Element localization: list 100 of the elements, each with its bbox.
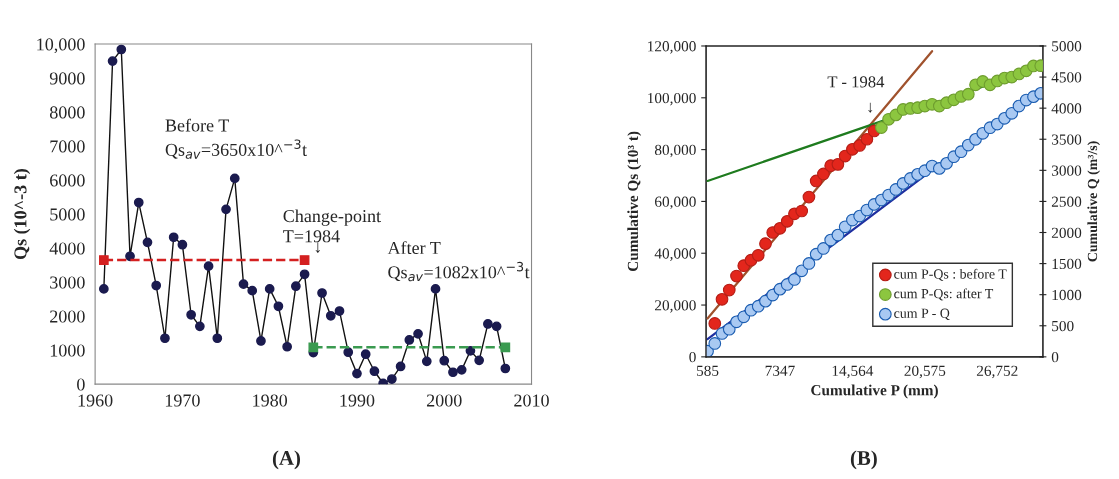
y-tick-label: 9000 [49, 72, 85, 85]
y-axis-title: Qs (10^-3 t) [13, 169, 31, 260]
annotation: ↓ [315, 242, 320, 253]
y-tick-label: 100,000 [648, 92, 696, 106]
x-tick-label: 26,752 [976, 365, 1018, 379]
point [795, 264, 809, 278]
point [299, 269, 310, 280]
x-tick-label: 7347 [765, 365, 795, 376]
point [256, 336, 266, 346]
point [802, 190, 816, 204]
point [177, 239, 188, 250]
y-tick-label: 0 [77, 378, 85, 391]
y2-tick-label: 4000 [1051, 103, 1082, 114]
legend-label: cum P-Qs: after T [894, 288, 994, 301]
point [221, 204, 231, 215]
point [788, 273, 801, 286]
y-axis-title: Cumulative Qs (10³ t) [627, 131, 642, 272]
point [961, 87, 975, 101]
point [160, 333, 170, 344]
text: (A) [272, 450, 301, 470]
annotation: T - 1984 [827, 76, 885, 88]
point [817, 167, 830, 181]
point [369, 366, 380, 377]
point [107, 56, 118, 66]
point [247, 285, 258, 296]
point [125, 251, 135, 262]
point [325, 310, 336, 321]
point [387, 374, 397, 384]
point [238, 279, 249, 290]
point [229, 173, 240, 184]
point [860, 132, 874, 146]
point [264, 284, 275, 294]
point [875, 121, 888, 134]
y-tick-label: 6000 [50, 174, 85, 187]
point [299, 255, 310, 265]
point [273, 301, 284, 312]
point [500, 342, 511, 353]
point [831, 158, 845, 171]
y2-tick-label: 2500 [1051, 196, 1082, 207]
point [722, 283, 736, 297]
point [439, 355, 450, 366]
point [317, 288, 327, 298]
point [395, 361, 406, 372]
point [817, 242, 830, 255]
point [730, 269, 743, 283]
point [831, 228, 845, 242]
y-tick-label: 2000 [50, 310, 85, 323]
y2-tick-label: 4500 [1051, 72, 1082, 83]
y-tick-label: 20,000 [655, 300, 696, 313]
annotation: After T Qs$_{av}$=1082x10^$^{−3}$t [387, 241, 530, 282]
point [722, 322, 736, 336]
point [780, 215, 794, 228]
point [291, 281, 301, 292]
y2-tick-label: 5000 [1052, 41, 1082, 52]
point [448, 367, 458, 378]
point [795, 204, 809, 218]
point [456, 365, 467, 375]
point [421, 356, 432, 367]
y-tick-label: 1000 [50, 344, 85, 357]
y2-tick-label: 3500 [1051, 134, 1082, 145]
point [352, 368, 362, 379]
x-tick-label: 14,564 [832, 365, 874, 379]
point [708, 337, 722, 350]
point [474, 355, 485, 366]
x-axis-title: Cumulative P (mm) [811, 384, 938, 399]
x-tick-label: 20,575 [904, 365, 946, 379]
point [759, 237, 772, 251]
point [404, 335, 415, 345]
x-tick-label: 2000 [426, 394, 462, 407]
point [186, 309, 196, 320]
point [203, 261, 214, 272]
point [751, 248, 765, 262]
annotation: Change-point T=1984 [283, 209, 381, 243]
y2-axis-title: Cumulative Q (m³/s) [1087, 141, 1100, 262]
y-tick-label: 4000 [49, 242, 85, 255]
point [116, 44, 127, 55]
point [430, 284, 441, 294]
point [212, 333, 223, 344]
x-tick-label: 585 [696, 365, 719, 376]
y-tick-label: 5000 [50, 208, 85, 221]
x-tick-label: 2010 [514, 394, 549, 407]
x-tick-label: 1990 [340, 394, 375, 407]
y-tick-label: 3000 [50, 276, 85, 289]
y2-tick-label: 2000 [1051, 227, 1082, 238]
point [483, 319, 493, 329]
point [708, 317, 722, 330]
legend-label: cum P - Q [894, 308, 950, 321]
point [142, 237, 153, 248]
y-tick-label: 0 [689, 352, 696, 363]
point [151, 280, 162, 291]
point [334, 306, 345, 316]
x-tick-label: 1970 [165, 394, 200, 407]
y-tick-label: 8000 [49, 106, 85, 119]
y2-tick-label: 3000 [1051, 165, 1082, 176]
legend-label: cum P-Qs : before T [894, 268, 1007, 281]
x-tick-label: 1960 [78, 394, 113, 407]
point [413, 328, 423, 339]
point [98, 284, 109, 294]
point [491, 321, 502, 332]
annotation: Before T Qs$_{av}$=3650x10^$^{−3}$t [165, 118, 307, 159]
